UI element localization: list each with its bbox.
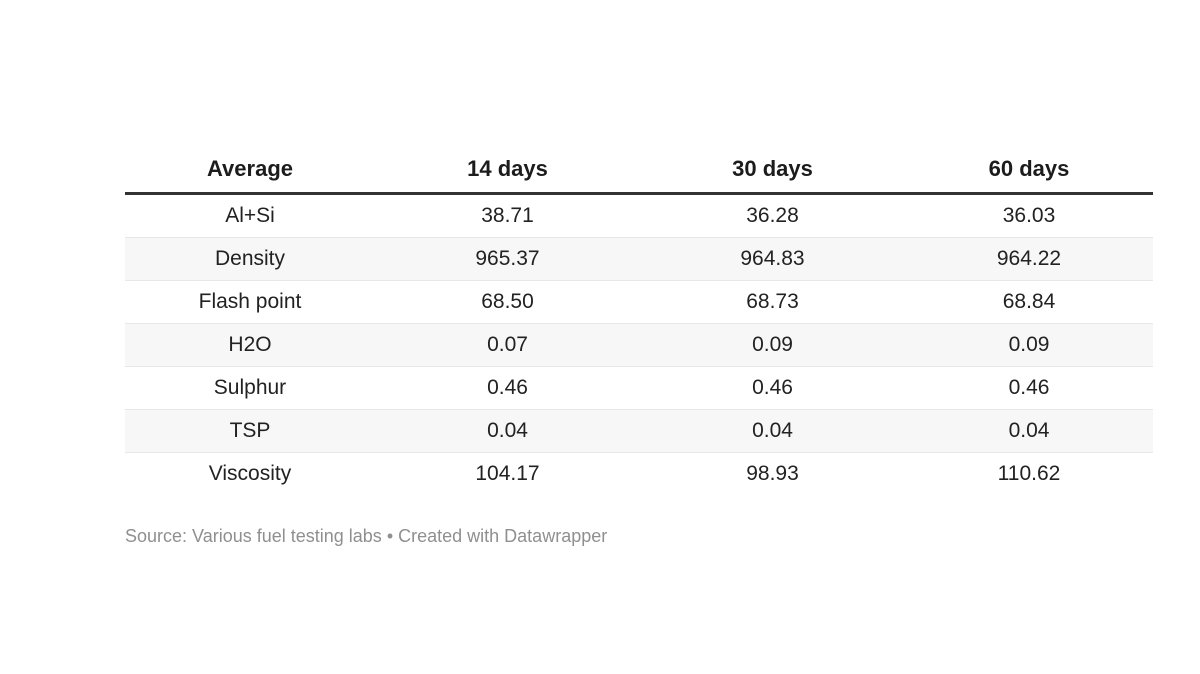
value-cell: 104.17	[475, 462, 540, 485]
row-label-cell: Al+Si	[225, 204, 275, 227]
value-cell: 36.03	[1002, 204, 1056, 227]
value-cell: 68.73	[746, 290, 799, 313]
table-row: Sulphur 0.46 0.46 0.46	[125, 366, 1153, 410]
table-body: Al+Si 38.71 36.28 36.03 Density 965.37 964.83 9…	[125, 194, 1153, 496]
table-row: Viscosity 104.17 98.93 110.62	[125, 452, 1153, 496]
value-cell: 98.93	[746, 462, 799, 485]
value-cell: 964.83	[740, 247, 805, 270]
value-cell: 0.09	[752, 333, 793, 356]
datawrapper-credit-link[interactable]: Created with Datawrapper	[398, 526, 608, 546]
value-cell: 38.71	[481, 204, 534, 227]
table-row: H2O 0.07 0.09 0.09	[125, 323, 1153, 367]
row-label-cell: H2O	[228, 333, 272, 356]
value-cell: 0.09	[1008, 333, 1050, 356]
value-cell: 0.46	[1008, 376, 1050, 399]
value-cell: 0.04	[752, 419, 793, 442]
value-cell: 0.04	[1008, 419, 1050, 442]
value-cell: 0.04	[487, 419, 528, 442]
footer-bullet: •	[386, 526, 394, 546]
source-text: Source: Various fuel testing labs	[125, 526, 382, 546]
value-cell: 36.28	[746, 204, 799, 227]
table-container: Average 14 days 30 days 60 days Al+Si 38.71 3…	[125, 147, 1153, 547]
column-header: Average	[125, 147, 375, 195]
value-cell: 0.46	[487, 376, 528, 399]
row-label-cell: TSP	[229, 419, 271, 442]
value-cell: 964.22	[996, 247, 1062, 270]
table-row: Density 965.37 964.83 964.22	[125, 237, 1153, 281]
value-cell: 0.07	[487, 333, 528, 356]
column-header: 30 days	[640, 147, 905, 195]
value-cell: 0.46	[752, 376, 793, 399]
column-header: 14 days	[375, 147, 640, 195]
row-label-cell: Density	[214, 247, 286, 270]
table-row: Flash point 68.50 68.73 68.84	[125, 280, 1153, 324]
row-label-cell: Sulphur	[213, 376, 287, 399]
row-label-cell: Flash point	[198, 290, 302, 313]
header-row: Average 14 days 30 days 60 days	[125, 147, 1153, 195]
row-label-cell: Viscosity	[208, 462, 292, 485]
value-cell: 68.50	[481, 290, 534, 313]
footer: Source: Various fuel testing labs • Create…	[125, 525, 1073, 547]
data-table: Average 14 days 30 days 60 days Al+Si 38.71 3…	[125, 147, 1153, 495]
table-header: Average 14 days 30 days 60 days	[125, 147, 1153, 195]
value-cell: 965.37	[475, 247, 540, 270]
value-cell: 110.62	[997, 462, 1061, 485]
value-cell: 68.84	[1002, 290, 1056, 313]
table-row: Al+Si 38.71 36.28 36.03	[125, 194, 1153, 238]
column-header: 60 days	[905, 147, 1153, 195]
table-row: TSP 0.04 0.04 0.04	[125, 409, 1153, 453]
